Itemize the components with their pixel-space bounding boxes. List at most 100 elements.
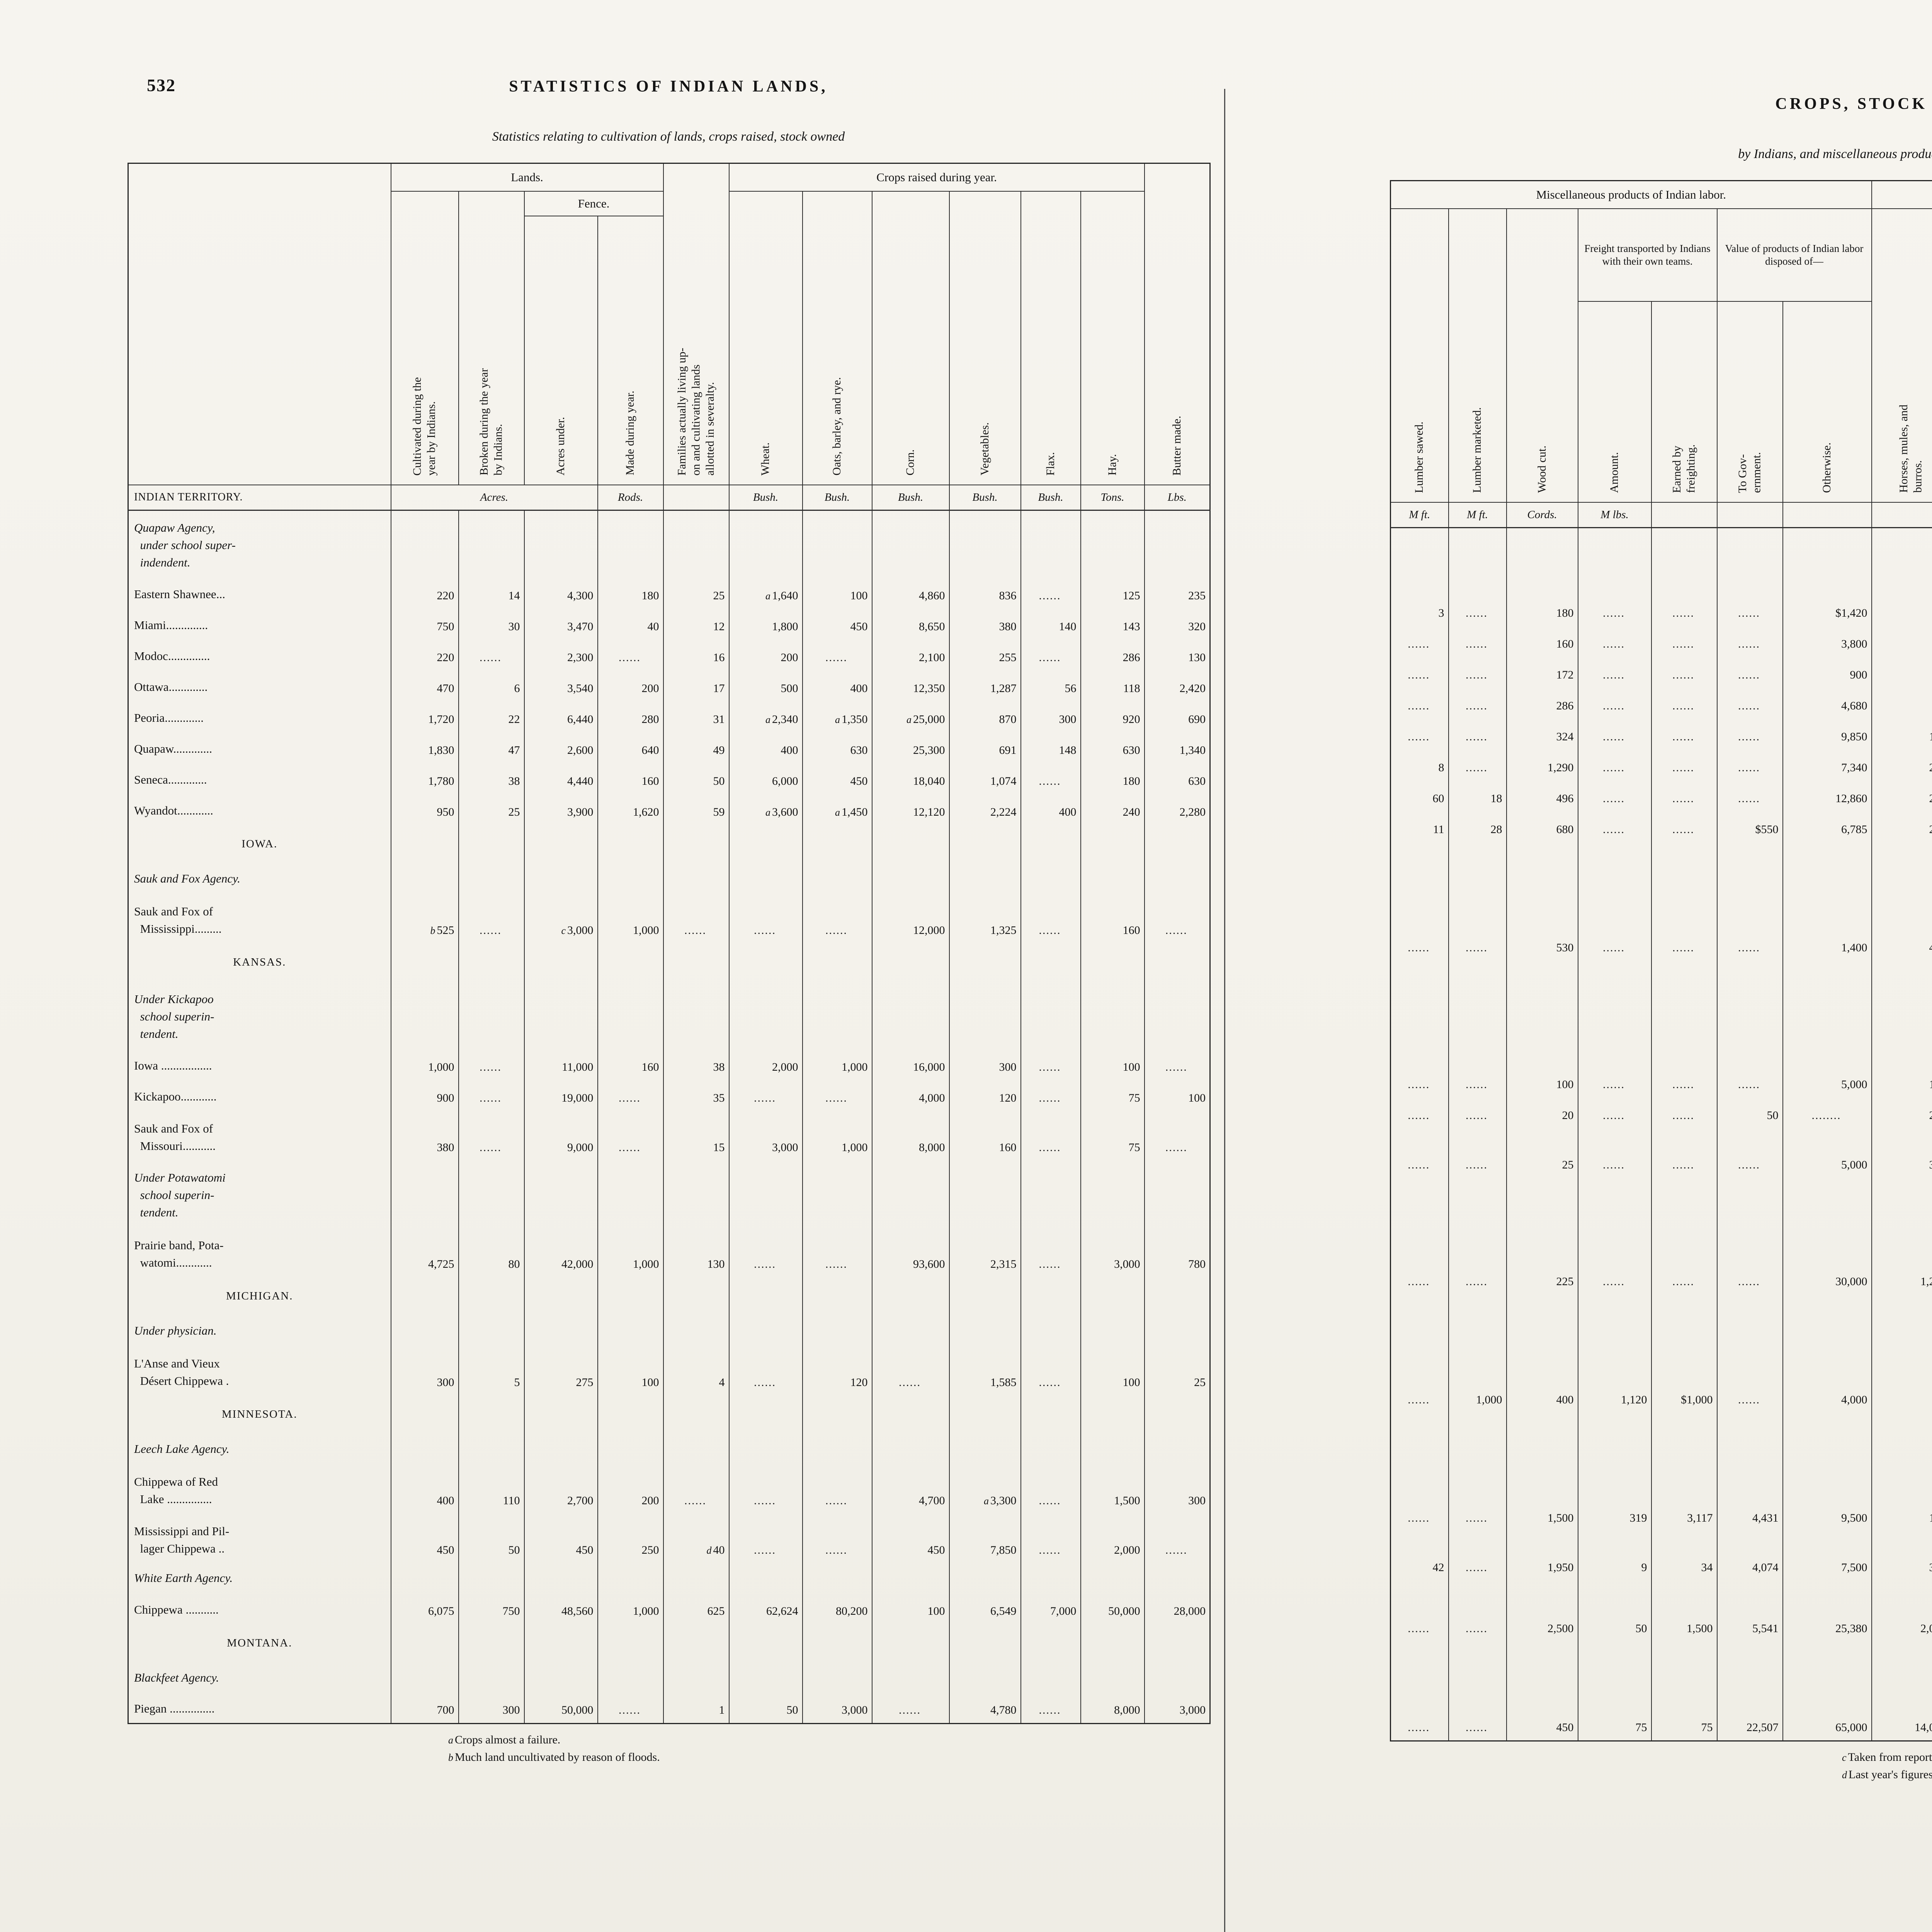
cell (597, 943, 664, 982)
cell: 400 (728, 732, 803, 763)
cell: 25,300 (871, 732, 950, 763)
cell (663, 825, 730, 864)
cell (1020, 863, 1081, 894)
cell: 4,860 (871, 577, 950, 609)
right-table-body: 3......180..................$1,420782810… (1390, 527, 1932, 1741)
unit-mft-sawed: M ft. (1390, 502, 1449, 528)
cell: 2,280 (1144, 794, 1211, 825)
cell: 8,650 (871, 608, 950, 639)
cell (1716, 842, 1783, 881)
cell (1506, 1680, 1578, 1710)
cell (802, 1395, 872, 1434)
cell: ...... (1716, 1066, 1783, 1097)
left-units-row: INDIAN TERRITORY. Acres. Rods. Bush. Bus… (128, 484, 1211, 511)
cell (1020, 1160, 1081, 1228)
cell: 530 (1506, 911, 1578, 961)
cell (1871, 1580, 1932, 1611)
cell: 350 (1871, 1128, 1932, 1178)
cell (871, 1662, 950, 1693)
cell: 400 (802, 670, 872, 701)
cell (871, 510, 950, 578)
unit-blank (663, 484, 730, 511)
cell (524, 510, 598, 578)
cell: 75 (1080, 1111, 1145, 1160)
cell (802, 510, 872, 578)
row-label: Mississippi and Pil- lager Chippewa .. (128, 1513, 391, 1563)
cell: ...... (1390, 1363, 1449, 1413)
unit-tons: Tons. (1080, 484, 1145, 511)
cell (524, 1563, 598, 1593)
cell (1782, 1451, 1872, 1481)
cell (597, 981, 664, 1049)
cell: 280 (597, 701, 664, 732)
cell: ...... (1716, 656, 1783, 688)
cell: 3,540 (524, 670, 598, 701)
cell: 235 (1144, 577, 1211, 609)
col-header-wheat-text: Wheat. (759, 442, 772, 476)
cell: 14,000 (1871, 1710, 1932, 1741)
right-row-l-anse-and-vieux: ......1,0004001,120$1,000......4,0009175… (1390, 1363, 1932, 1413)
cell: ...... (1651, 687, 1718, 719)
cell: ...... (1716, 626, 1783, 657)
cell: 15 (663, 1111, 730, 1160)
col-header-otherwise: Otherwise. (1782, 301, 1872, 502)
cell: b 525 (390, 893, 459, 943)
right-row-chippewa-of-red: ............1,5003193,1174,4319,50012580… (1390, 1481, 1932, 1531)
cell: ...... (1448, 1066, 1507, 1097)
cell (458, 863, 525, 894)
col-header-lumber-sawed: Lumber sawed. (1390, 208, 1449, 502)
cell: ...... (802, 1513, 872, 1563)
cell (390, 943, 459, 982)
cell: 1,074 (949, 763, 1021, 794)
col-header-butter-text: Butter made. (1170, 415, 1184, 476)
subheader-label: White Earth Agency. (128, 1563, 391, 1593)
cell (1716, 1680, 1783, 1710)
cell (1782, 1580, 1872, 1611)
right-row-peoria: ............324..................9,85017… (1390, 718, 1932, 750)
cell: 836 (949, 577, 1021, 609)
cell: ...... (458, 639, 525, 670)
cell: 750 (390, 608, 459, 639)
cell (1782, 881, 1872, 911)
cell (1577, 1177, 1652, 1245)
cell: 50,000 (1080, 1593, 1145, 1624)
cell (597, 1434, 664, 1464)
cell (390, 825, 459, 864)
left-table: Lands. Families actually living up- on a… (128, 163, 1211, 1724)
cell (1144, 1315, 1211, 1346)
left-row-kansas: KANSAS. (128, 943, 1211, 982)
cell: 179 (1871, 718, 1932, 750)
cell: 12,120 (871, 794, 950, 825)
cell (1448, 1580, 1507, 1611)
left-row-michigan: MICHIGAN. (128, 1277, 1211, 1316)
cell: 69 (1871, 687, 1932, 719)
cell (1448, 881, 1507, 911)
cell (1448, 527, 1507, 595)
subheader-label: Under physician. (128, 1315, 391, 1346)
cell (1782, 1333, 1872, 1363)
cell: 220 (390, 639, 459, 670)
cell: ...... (1716, 1128, 1783, 1178)
row-label: Miami.............. (128, 608, 391, 639)
cell (1506, 1641, 1578, 1680)
col-header-corn: Corn. (871, 191, 950, 485)
cell: ...... (1020, 639, 1081, 670)
cell (458, 825, 525, 864)
left-row-iowa: Iowa ................. 1,000...... 11,000 1… (128, 1049, 1211, 1080)
cell: d 40 (663, 1513, 730, 1563)
row-label: Wyandot............ (128, 794, 391, 825)
cell (663, 1563, 730, 1593)
cell (1782, 1641, 1872, 1680)
cell (1448, 1177, 1507, 1245)
left-row-under-potawatomi: Under Potawatomi school superin- tendent… (128, 1160, 1211, 1228)
subheader-label: Leech Lake Agency. (128, 1434, 391, 1464)
left-row-minnesota: MINNESOTA. (128, 1395, 1211, 1434)
cell (597, 1315, 664, 1346)
cell (949, 1315, 1021, 1346)
cell (524, 981, 598, 1049)
cell (1448, 999, 1507, 1066)
cell (458, 981, 525, 1049)
cell: 2,420 (1144, 670, 1211, 701)
cell: 1,950 (1506, 1531, 1578, 1580)
